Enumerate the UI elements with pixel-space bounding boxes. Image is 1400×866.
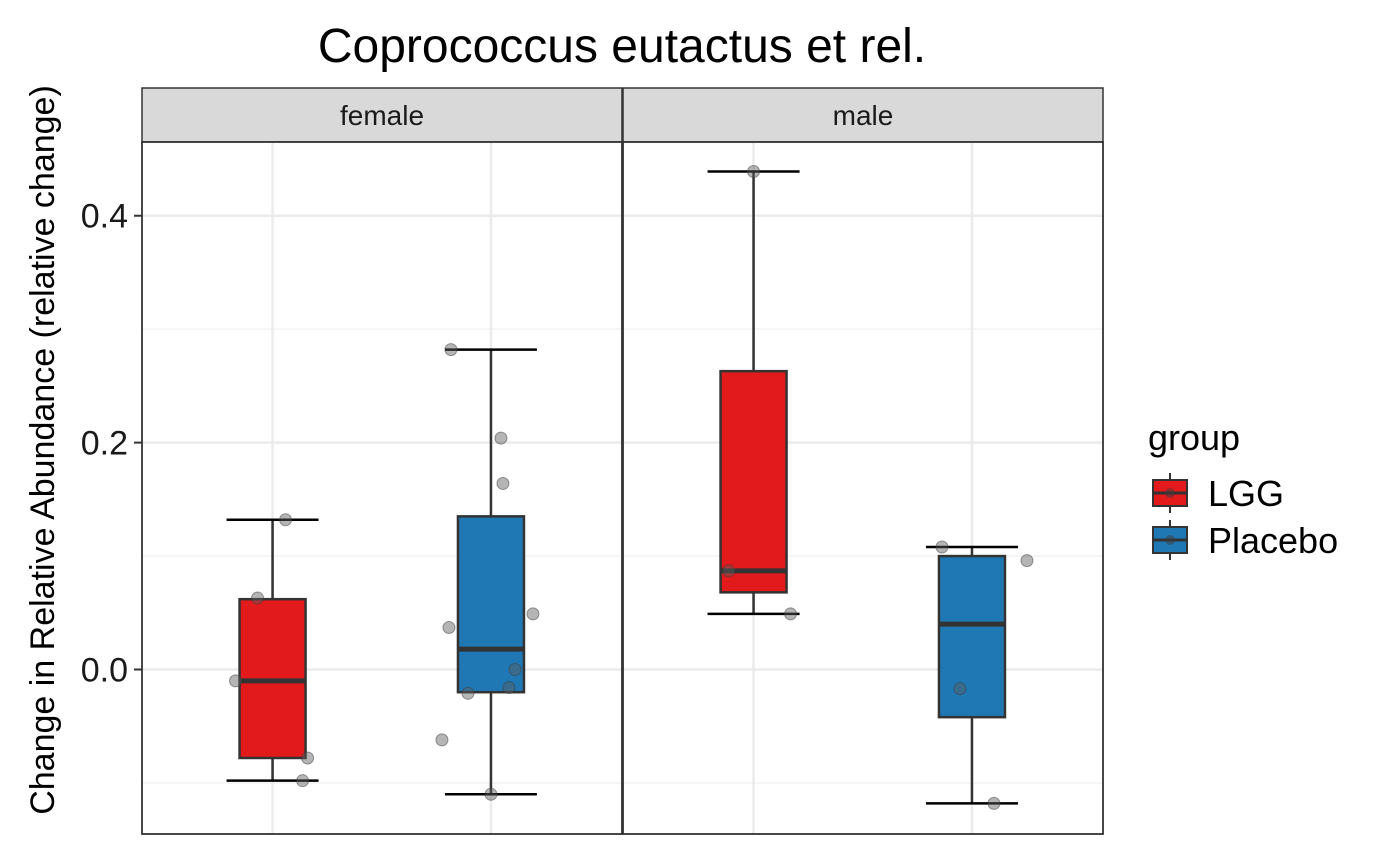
facet-strip-female bbox=[141, 87, 623, 143]
data-point bbox=[229, 674, 243, 688]
facet-panels: female male bbox=[141, 87, 1104, 835]
box-female-Placebo bbox=[435, 343, 540, 801]
y-axis-label: Change in Relative Abundance (relative c… bbox=[24, 85, 62, 815]
data-point bbox=[722, 564, 736, 578]
data-point bbox=[935, 540, 949, 554]
legend-key-point bbox=[1165, 488, 1175, 498]
panel-border bbox=[622, 141, 1104, 835]
data-point bbox=[526, 607, 540, 621]
y-tick-label: 0.0 bbox=[81, 652, 128, 690]
box-male-Placebo bbox=[925, 540, 1034, 810]
facet-strip-label: female bbox=[340, 100, 424, 131]
box-body bbox=[937, 554, 1007, 719]
facet-strip-male bbox=[622, 87, 1104, 143]
facet-strip-label: male bbox=[833, 100, 894, 131]
data-point bbox=[251, 591, 265, 605]
data-point bbox=[953, 682, 967, 696]
data-point bbox=[747, 164, 761, 178]
panel-background bbox=[142, 142, 622, 834]
data-point bbox=[1020, 554, 1034, 568]
data-point bbox=[784, 607, 798, 621]
data-point bbox=[496, 476, 510, 490]
data-point bbox=[435, 733, 449, 747]
box-body bbox=[719, 369, 788, 594]
data-point bbox=[442, 621, 456, 635]
y-axis-ticks: 0.0 0.2 0.4 bbox=[81, 198, 142, 690]
panel-border bbox=[141, 141, 623, 835]
data-point bbox=[296, 774, 310, 788]
facet-panel-male: male bbox=[622, 87, 1104, 835]
box-body bbox=[456, 515, 526, 694]
chart-title: Coprococcus eutactus et rel. bbox=[318, 20, 926, 73]
data-point bbox=[279, 513, 293, 527]
panel-background bbox=[623, 142, 1103, 834]
legend-entry-label: LGG bbox=[1208, 473, 1284, 514]
data-point bbox=[987, 796, 1001, 810]
data-point bbox=[502, 681, 516, 695]
data-point bbox=[494, 431, 508, 445]
data-point bbox=[301, 751, 315, 765]
data-point bbox=[484, 787, 498, 801]
legend-entry-Placebo: Placebo bbox=[1152, 520, 1338, 561]
box-female-LGG bbox=[226, 513, 319, 788]
data-point bbox=[461, 686, 475, 700]
legend-key-point bbox=[1165, 535, 1175, 545]
facet-panel-female: female bbox=[141, 87, 623, 835]
data-point bbox=[444, 343, 458, 357]
box-male-LGG bbox=[707, 164, 800, 621]
legend: group LGG Placebo bbox=[1148, 417, 1338, 561]
y-tick-label: 0.4 bbox=[81, 198, 128, 236]
legend-title: group bbox=[1148, 417, 1240, 458]
y-tick-label: 0.2 bbox=[81, 425, 128, 463]
legend-entry-label: Placebo bbox=[1208, 520, 1338, 561]
data-point bbox=[508, 663, 522, 677]
legend-entry-LGG: LGG bbox=[1152, 473, 1284, 514]
